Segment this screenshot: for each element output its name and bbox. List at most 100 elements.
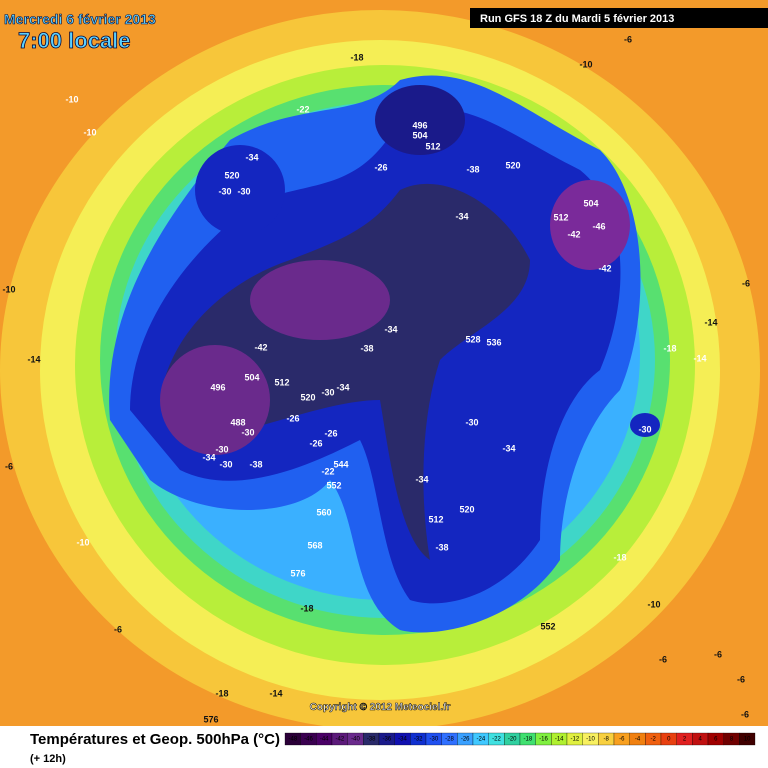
contour-label: -42 [567, 229, 580, 239]
run-banner [470, 8, 768, 28]
contour-label: -14 [27, 354, 40, 364]
contour-label: -26 [309, 438, 322, 448]
contour-label: -18 [613, 552, 626, 562]
colorbar-tick-label: -2 [650, 737, 656, 743]
contour-label: 496 [412, 120, 427, 130]
contour-label: -30 [237, 186, 250, 196]
contour-label: -34 [245, 152, 258, 162]
contour-label: -34 [202, 452, 215, 462]
colorbar-swatch [739, 732, 756, 746]
contour-label: 544 [333, 459, 348, 469]
colorbar-tick-label: -14 [555, 737, 564, 743]
contour-label: 568 [307, 540, 322, 550]
contour-label: -14 [704, 317, 717, 327]
colorbar-tick-label: -10 [586, 737, 595, 743]
contour-label: -14 [269, 688, 282, 698]
colorbar-tick-label: -32 [414, 737, 423, 743]
colorbar-tick-label: -4 [635, 737, 641, 743]
contour-label: 488 [230, 417, 245, 427]
colorbar-tick-label: -38 [367, 737, 376, 743]
colorbar-tick-label: -24 [476, 737, 485, 743]
contour-label: -26 [286, 413, 299, 423]
colorbar-tick-label: -40 [351, 737, 360, 743]
contour-label: -10 [65, 94, 78, 104]
colorbar-tick-label: -28 [445, 737, 454, 743]
time: 7:00 locale [18, 28, 131, 53]
contour-label: -26 [324, 428, 337, 438]
contour-label: -30 [638, 424, 651, 434]
contour-label: -6 [624, 34, 632, 44]
contour-label: 520 [459, 504, 474, 514]
colorbar-tick-label: -16 [539, 737, 548, 743]
contour-label: -30 [465, 417, 478, 427]
contour-label: -6 [741, 709, 749, 719]
colorbar-tick-label: -48 [288, 737, 297, 743]
contour-label: -38 [435, 542, 448, 552]
contour-label: -34 [336, 382, 349, 392]
contour-label: -6 [5, 461, 13, 471]
colorbar-tick-label: 2 [683, 737, 687, 743]
contour-label: -22 [296, 104, 309, 114]
contour-label: 520 [300, 392, 315, 402]
contour-label: -30 [241, 427, 254, 437]
date: Mercredi 6 février 2013 [4, 11, 156, 27]
run-info: Run GFS 18 Z du Mardi 5 février 2013 [480, 13, 674, 25]
colorbar-tick-label: -18 [523, 737, 532, 743]
contour-label: 552 [540, 621, 555, 631]
contour-label: 528 [465, 334, 480, 344]
contour-label: -42 [598, 263, 611, 273]
contour-label: -46 [592, 221, 605, 231]
contour-label: -6 [114, 624, 122, 634]
contour-label: 504 [412, 130, 427, 140]
contour-label: 496 [210, 382, 225, 392]
colorbar-tick-label: -36 [382, 737, 391, 743]
contour-label: -10 [76, 537, 89, 547]
contour-label: -30 [215, 444, 228, 454]
contour-label: 560 [316, 507, 331, 517]
contour-label: 520 [505, 160, 520, 170]
colorbar-tick-label: -26 [461, 737, 470, 743]
temperature-field [0, 10, 760, 730]
contour-label: -6 [737, 674, 745, 684]
contour-label: -18 [215, 688, 228, 698]
colorbar-tick-label: -22 [492, 737, 501, 743]
contour-label: -30 [219, 459, 232, 469]
contour-label: 512 [553, 212, 568, 222]
colorbar: -48 -46 -44 -42 -40 -38 -36 -34 -32 -30 -28 -26 -24-… [284, 732, 756, 746]
colorbar-tick-label: 4 [698, 737, 702, 743]
contour-label: 520 [224, 170, 239, 180]
contour-label: -18 [663, 343, 676, 353]
contour-label: -6 [659, 654, 667, 664]
contour-label: 552 [326, 480, 341, 490]
contour-label: 512 [428, 514, 443, 524]
contour-label: -6 [714, 649, 722, 659]
footer-title: Températures et Geop. 500hPa (°C) [30, 731, 280, 748]
contour-label: -34 [415, 474, 428, 484]
contour-label: -38 [249, 459, 262, 469]
contour-label: -18 [350, 52, 363, 62]
contour-label: -22 [321, 466, 334, 476]
colorbar-tick-label: -20 [508, 737, 517, 743]
contour-label: 576 [203, 714, 218, 724]
contour-label: 504 [583, 198, 598, 208]
contour-label: -38 [466, 164, 479, 174]
contour-label: -10 [83, 127, 96, 137]
colorbar-tick-label: 6 [714, 737, 718, 743]
contour-label: -38 [360, 343, 373, 353]
contour-label: 536 [486, 337, 501, 347]
contour-label: -10 [647, 599, 660, 609]
contour-label: -34 [455, 211, 468, 221]
contour-label: 512 [425, 141, 440, 151]
contour-label: -34 [384, 324, 397, 334]
contour-label: -10 [579, 59, 592, 69]
footer-lead: (+ 12h) [30, 753, 66, 765]
colorbar-tick-label: -12 [570, 737, 579, 743]
contour-label: -34 [502, 443, 515, 453]
colorbar-tick-label: -46 [304, 737, 313, 743]
contour-label: -14 [693, 353, 706, 363]
contour-label: -6 [742, 278, 750, 288]
contour-label: 504 [244, 372, 259, 382]
colorbar-tick-label: 10 [744, 737, 751, 743]
